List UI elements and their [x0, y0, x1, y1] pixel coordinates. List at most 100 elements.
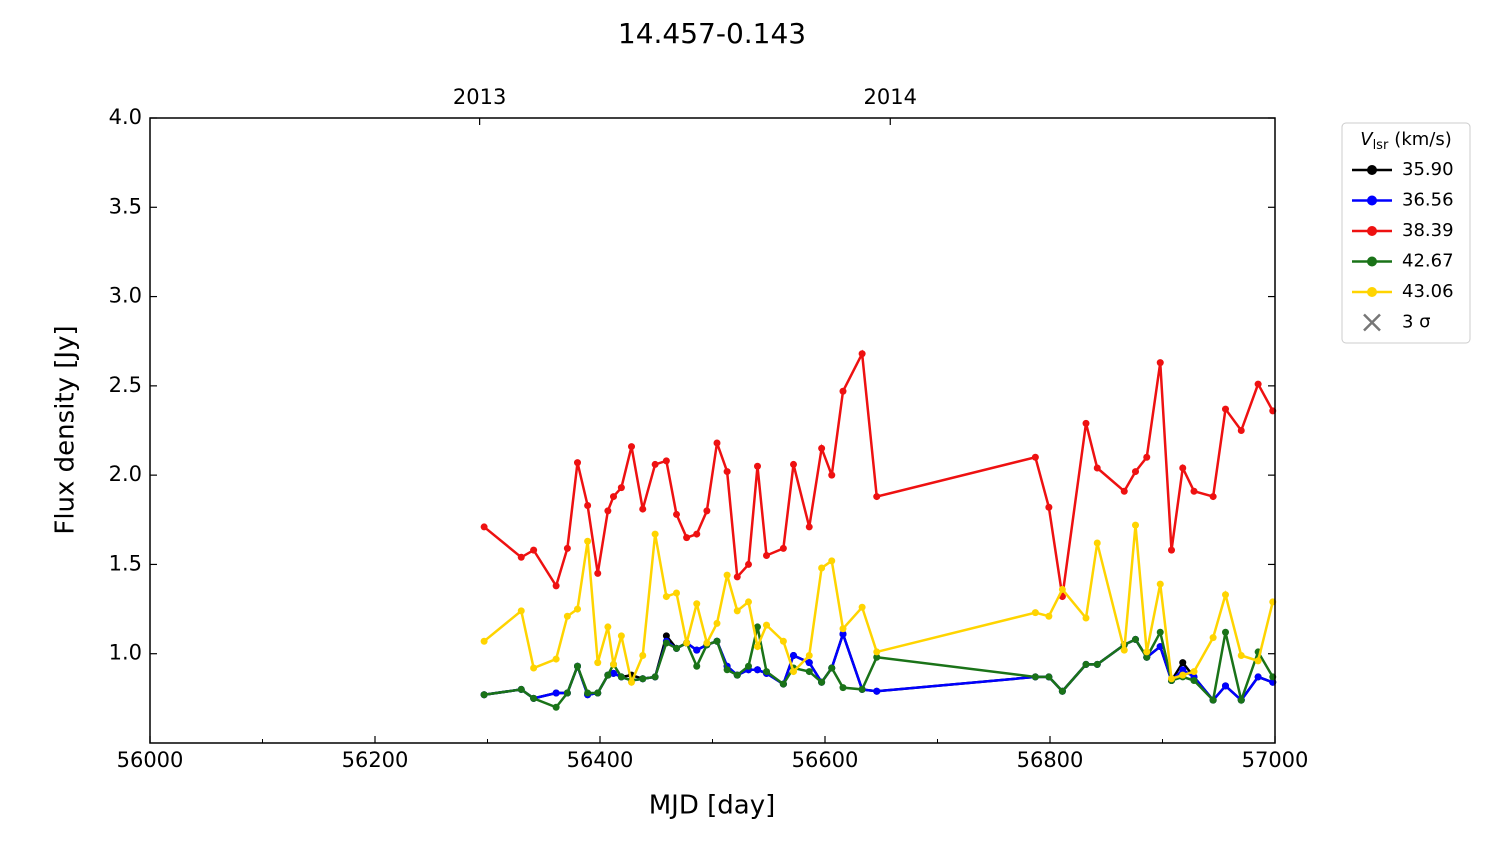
- data-point: [673, 589, 680, 597]
- y-axis-label: Flux density [Jy]: [51, 325, 81, 534]
- data-point: [1222, 405, 1229, 413]
- data-point: [628, 678, 635, 686]
- data-point: [1093, 539, 1101, 547]
- data-point: [517, 685, 525, 693]
- data-point: [1132, 468, 1139, 476]
- data-point: [480, 691, 488, 699]
- data-point: [1254, 380, 1262, 388]
- legend-label: 42.67: [1402, 251, 1454, 272]
- data-point: [763, 621, 770, 629]
- data-point: [693, 662, 701, 670]
- data-point: [763, 668, 770, 676]
- data-point: [1168, 546, 1175, 554]
- legend-limit-marker: [1363, 313, 1381, 332]
- data-point: [703, 507, 711, 515]
- data-point: [617, 484, 625, 492]
- data-point: [1058, 585, 1066, 593]
- data-point: [779, 680, 787, 688]
- data-point: [662, 457, 670, 465]
- data-point: [1093, 464, 1101, 472]
- chart-title: 14.457-0.143: [618, 17, 806, 50]
- data-point: [1190, 677, 1198, 684]
- data-point: [530, 694, 538, 702]
- legend-marker: [1367, 287, 1377, 297]
- data-point: [693, 600, 701, 608]
- data-point: [805, 659, 813, 667]
- data-point: [733, 573, 741, 581]
- series-line: [483, 626, 1274, 709]
- data-point: [818, 444, 826, 452]
- data-point: [584, 502, 592, 509]
- data-point: [839, 684, 847, 692]
- data-point: [713, 637, 721, 645]
- legend-label: 3 σ: [1402, 312, 1431, 333]
- data-point: [805, 523, 813, 531]
- legend-title: Vlsr (km/s): [1360, 129, 1452, 153]
- data-point: [828, 471, 836, 479]
- plot-frame: [149, 117, 1276, 744]
- data-point: [552, 655, 560, 663]
- data-point: [517, 553, 525, 561]
- y-tick-label: 2.5: [109, 373, 142, 397]
- data-point: [873, 687, 881, 695]
- y-tick-label: 2.0: [109, 462, 142, 486]
- y-tick-label: 3.0: [109, 284, 142, 308]
- data-point: [480, 523, 488, 531]
- data-point: [1222, 682, 1229, 690]
- data-point: [1045, 612, 1053, 620]
- data-point: [662, 593, 670, 601]
- data-point: [1209, 696, 1217, 704]
- data-point: [662, 632, 670, 640]
- data-point: [1190, 487, 1198, 495]
- data-point: [873, 648, 881, 656]
- data-point: [1222, 591, 1229, 599]
- data-point: [610, 493, 617, 501]
- data-point: [779, 544, 787, 552]
- data-point: [552, 703, 560, 711]
- data-point: [563, 544, 571, 552]
- data-point: [594, 569, 602, 577]
- data-point: [651, 460, 659, 468]
- x-tick-label: 56000: [117, 748, 184, 772]
- data-point: [1237, 696, 1245, 704]
- x-tick-label: 56600: [792, 748, 859, 772]
- data-point: [1045, 673, 1053, 681]
- data-point: [754, 643, 761, 651]
- data-point: [552, 582, 560, 590]
- data-point: [683, 639, 691, 647]
- data-point: [1120, 487, 1128, 495]
- data-point: [828, 557, 836, 565]
- data-point: [1045, 503, 1053, 511]
- data-point: [1179, 464, 1187, 472]
- x2-tick-label: 2013: [453, 85, 506, 109]
- legend-marker: [1367, 226, 1377, 236]
- data-point: [1156, 628, 1164, 636]
- data-point: [604, 671, 612, 679]
- data-point: [839, 625, 847, 633]
- data-point: [1120, 646, 1128, 654]
- legend-label: 43.06: [1402, 281, 1454, 302]
- series-line: [483, 525, 1274, 687]
- data-point: [1190, 668, 1198, 676]
- data-point: [733, 671, 741, 679]
- data-point: [604, 623, 612, 631]
- data-point: [1156, 359, 1164, 367]
- data-point: [552, 689, 560, 697]
- data-point: [594, 689, 602, 697]
- data-point: [703, 639, 711, 647]
- data-point: [1179, 666, 1187, 674]
- x-tick-label: 56800: [1017, 748, 1084, 772]
- data-point: [610, 669, 617, 677]
- data-point: [662, 639, 670, 647]
- data-point: [1132, 521, 1139, 529]
- data-point: [723, 468, 731, 476]
- data-point: [1143, 648, 1151, 656]
- x-tick-label: 56200: [342, 748, 409, 772]
- data-point: [763, 552, 770, 559]
- data-point: [1143, 653, 1151, 661]
- data-point: [858, 603, 866, 611]
- data-point: [858, 350, 866, 358]
- data-point: [745, 560, 752, 568]
- data-point: [563, 689, 571, 697]
